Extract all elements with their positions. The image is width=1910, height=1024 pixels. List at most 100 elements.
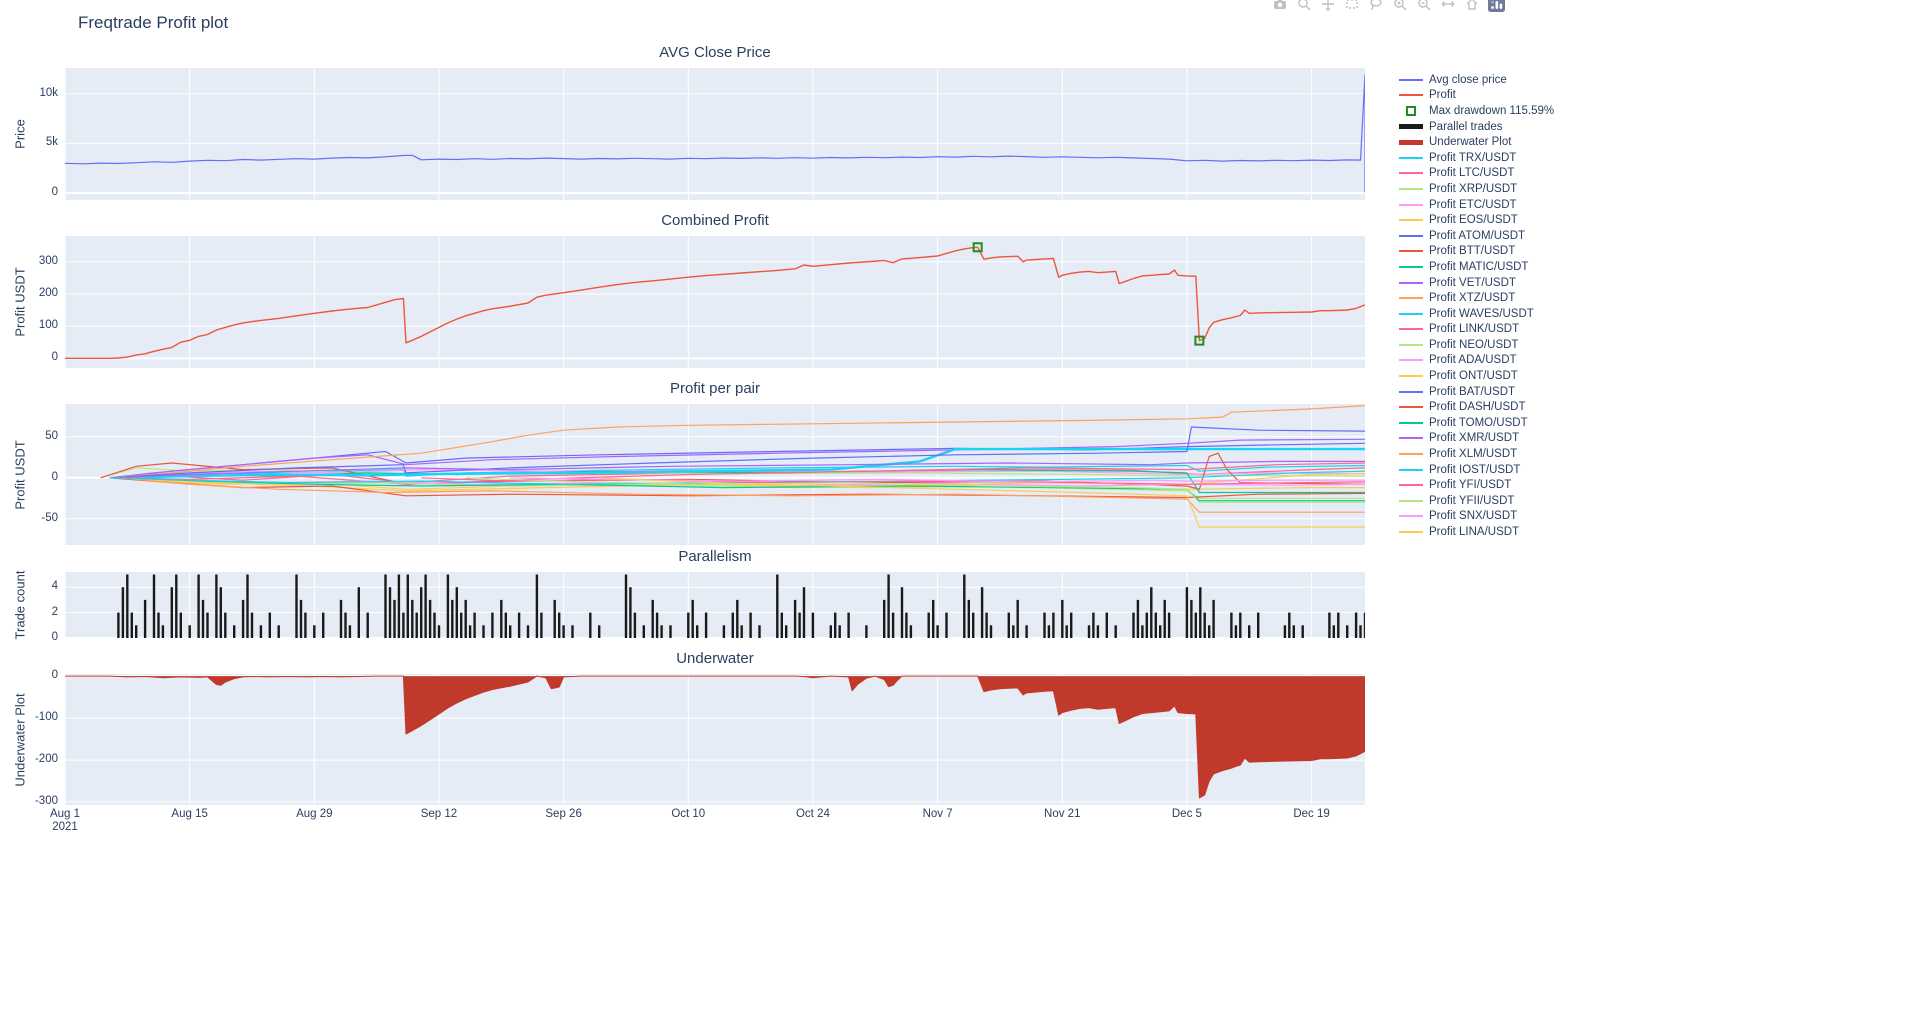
legend-item-15[interactable]: Profit WAVES/USDT [1398,306,1554,322]
legend-item-8[interactable]: Profit ETC/USDT [1398,197,1554,213]
legend-line-icon [1399,94,1423,97]
legend-line-icon [1399,453,1423,456]
legend-swatch [1398,156,1424,159]
legend-item-0[interactable]: Avg close price [1398,72,1554,88]
plot-area-combined-profit[interactable] [65,236,1365,368]
legend-label: Profit ADA/USDT [1429,354,1517,367]
x-tick-label: Oct 10 [671,808,706,820]
legend-label: Profit WAVES/USDT [1429,307,1534,320]
legend-line-icon [1399,375,1423,378]
legend-item-9[interactable]: Profit EOS/USDT [1398,212,1554,228]
legend-item-21[interactable]: Profit DASH/USDT [1398,399,1554,415]
legend-item-5[interactable]: Profit TRX/USDT [1398,150,1554,166]
legend-line-icon [1399,156,1423,159]
x-tick-label: Dec 19 [1293,808,1330,820]
legend-item-10[interactable]: Profit ATOM/USDT [1398,228,1554,244]
legend-swatch [1398,105,1424,116]
plot-area-parallelism[interactable] [65,572,1365,638]
y-tick-label-combined-profit: 300 [38,254,58,267]
x-tick-sublabel: 2021 [52,821,78,833]
legend-item-4[interactable]: Underwater Plot [1398,134,1554,150]
legend-swatch [1398,234,1424,237]
legend-label: Profit XMR/USDT [1429,432,1520,445]
legend-item-1[interactable]: Profit [1398,88,1554,104]
legend-line-icon [1399,515,1423,518]
legend-swatch [1398,172,1424,175]
modebar-home-icon[interactable] [1464,0,1480,13]
modebar-zoom-icon[interactable] [1296,0,1312,13]
legend-swatch [1398,124,1424,130]
max-drawdown-square-icon [1406,105,1416,116]
x-tick-label: Dec 5 [1171,808,1202,820]
legend-label: Profit ATOM/USDT [1429,229,1526,242]
legend-swatch [1398,281,1424,284]
legend-swatch [1398,390,1424,393]
legend-line-icon [1399,312,1423,315]
legend-swatch [1398,94,1424,97]
y-tick-label-parallelism: 0 [51,631,58,643]
legend-item-14[interactable]: Profit XTZ/USDT [1398,290,1554,306]
legend-label: Profit ETC/USDT [1429,198,1517,211]
modebar-zoomout-icon[interactable] [1416,0,1432,13]
legend-line-icon [1399,328,1423,331]
modebar-pan-icon[interactable] [1320,0,1336,13]
legend-label: Profit TOMO/USDT [1429,416,1528,429]
plot-area-underwater[interactable] [65,674,1365,805]
legend-item-20[interactable]: Profit BAT/USDT [1398,384,1554,400]
legend-line-icon [1399,297,1423,300]
legend-item-29[interactable]: Profit LINA/USDT [1398,524,1554,540]
legend-swatch [1398,265,1424,268]
legend-line-icon [1399,203,1423,206]
x-tick-label: Sep 12 [420,808,458,820]
legend: Avg close price Profit Max drawdown 115.59… [1398,72,1554,540]
legend-label: Profit IOST/USDT [1429,463,1521,476]
legend-item-28[interactable]: Profit SNX/USDT [1398,509,1554,525]
legend-item-23[interactable]: Profit XMR/USDT [1398,431,1554,447]
modebar-camera-icon[interactable] [1272,0,1288,13]
legend-item-12[interactable]: Profit MATIC/USDT [1398,259,1554,275]
legend-item-7[interactable]: Profit XRP/USDT [1398,181,1554,197]
y-tick-label-profit-per-pair: 50 [45,429,58,442]
modebar-logo[interactable] [1488,0,1505,13]
plot-area-avg-close-price[interactable] [65,68,1365,200]
legend-line-icon [1399,421,1423,424]
legend-item-19[interactable]: Profit ONT/USDT [1398,368,1554,384]
legend-item-16[interactable]: Profit LINK/USDT [1398,322,1554,338]
legend-item-27[interactable]: Profit YFII/USDT [1398,493,1554,509]
y-tick-label-combined-profit: 100 [38,319,58,332]
legend-label: Profit ONT/USDT [1429,370,1518,383]
modebar-zoomin-icon[interactable] [1392,0,1408,13]
legend-line-icon [1399,78,1423,81]
legend-item-25[interactable]: Profit IOST/USDT [1398,462,1554,478]
legend-item-11[interactable]: Profit BTT/USDT [1398,244,1554,260]
legend-label: Profit XTZ/USDT [1429,292,1516,305]
legend-item-13[interactable]: Profit VET/USDT [1398,275,1554,291]
legend-item-2[interactable]: Max drawdown 115.59% [1398,103,1554,119]
legend-item-17[interactable]: Profit NEO/USDT [1398,337,1554,353]
legend-swatch [1398,515,1424,518]
legend-line-icon [1399,250,1423,253]
x-tick-label: Nov 7 [922,808,953,820]
legend-item-26[interactable]: Profit YFI/USDT [1398,477,1554,493]
legend-swatch [1398,531,1424,534]
legend-item-24[interactable]: Profit XLM/USDT [1398,446,1554,462]
y-tick-label-combined-profit: 0 [51,351,58,364]
modebar-autoscale-icon[interactable] [1440,0,1456,13]
legend-item-3[interactable]: Parallel trades [1398,119,1554,135]
legend-item-6[interactable]: Profit LTC/USDT [1398,166,1554,182]
legend-label: Profit EOS/USDT [1429,214,1518,227]
modebar-lasso-icon[interactable] [1368,0,1384,13]
legend-swatch [1398,421,1424,424]
legend-item-18[interactable]: Profit ADA/USDT [1398,353,1554,369]
legend-label: Profit LTC/USDT [1429,167,1515,180]
legend-label: Profit BTT/USDT [1429,245,1516,258]
legend-label: Max drawdown 115.59% [1429,104,1555,117]
legend-item-22[interactable]: Profit TOMO/USDT [1398,415,1554,431]
modebar-select-icon[interactable] [1344,0,1360,13]
plot-area-profit-per-pair[interactable] [65,404,1365,545]
y-tick-label-avg-close-price: 10k [39,86,58,99]
y-tick-label-underwater: -100 [34,711,58,724]
legend-swatch [1398,203,1424,206]
legend-swatch [1398,187,1424,190]
legend-swatch [1398,359,1424,362]
